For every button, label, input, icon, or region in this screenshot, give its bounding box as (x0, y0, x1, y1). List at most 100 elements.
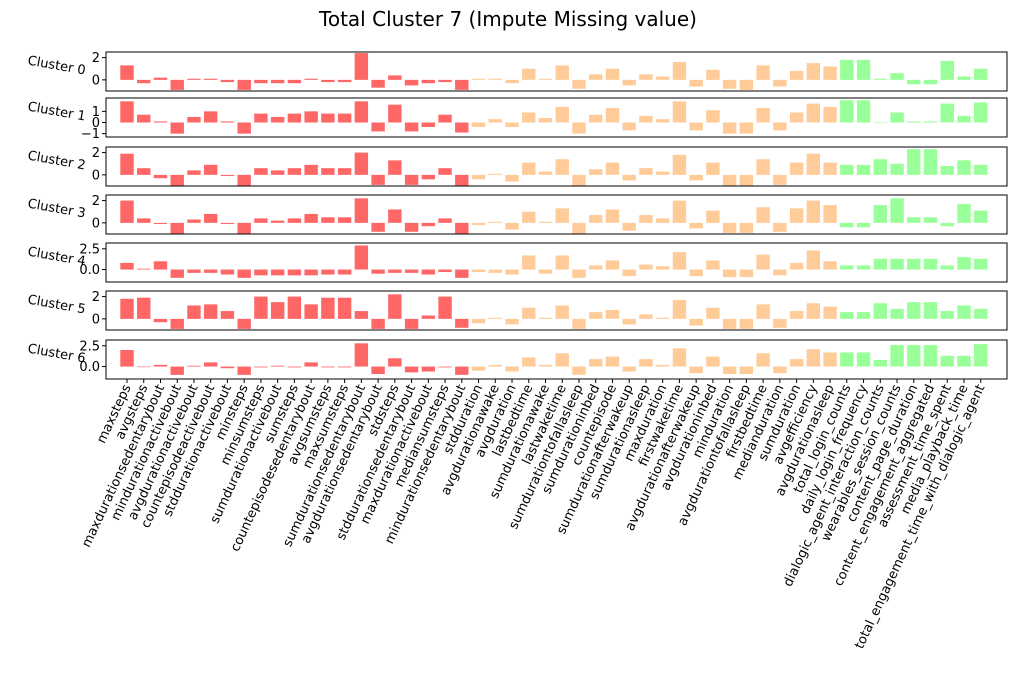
cluster-label: Cluster 6 (26, 342, 86, 367)
bar-avgduration (505, 79, 519, 84)
subplot-frame (105, 290, 1008, 331)
bar-avgdurationactivebout (187, 219, 201, 223)
bar-avgsumsteps (321, 79, 335, 83)
bar-total-engagement-time-with-dialogic-agent (974, 258, 988, 270)
bar-stddurationactivebout (220, 121, 235, 123)
bar-maxdurationsedentarybout (153, 222, 168, 224)
bar-dialogic-agent-interaction-counts (873, 78, 887, 80)
bar-avgefficiency (806, 250, 821, 270)
y-tick-label: −1 (81, 127, 100, 142)
bar-lastbedtime (522, 307, 536, 319)
bar-mindurationsedentarybout (455, 122, 469, 133)
bar-daily-login-frequency (856, 312, 871, 319)
bar-sumdurationtofallasleep (572, 318, 586, 329)
bar-maxdurationsedentarybout (153, 364, 168, 367)
bar-minsteps (237, 269, 251, 278)
bar-avgdurationactivebout (187, 116, 201, 123)
bar-sumdurationinbed (589, 169, 603, 175)
bar-avgdurationsedentarybout (371, 269, 385, 274)
bar-stdsteps (388, 75, 402, 80)
cluster-label: Cluster 2 (26, 149, 86, 174)
bar-avgdurationtofallasleep (739, 122, 754, 134)
bar-firstwaketime (672, 101, 687, 123)
bar-total-login-counts (840, 265, 854, 270)
bar-sumsteps (287, 366, 302, 368)
bar-mindurationactivebout (170, 79, 184, 90)
bar-daily-login-frequency (856, 222, 871, 228)
bar-dialogic-agent-interaction-counts (873, 122, 887, 124)
bar-maxduration (655, 76, 670, 80)
bar-minsteps (237, 366, 251, 375)
bar-content-page-duration (907, 79, 921, 85)
subplot-frame (105, 339, 1008, 380)
bar-avgefficiency (806, 200, 821, 223)
bar-sumdurationsedentarybout (354, 101, 369, 123)
bar-sumdurationafterwakeup (622, 79, 636, 86)
bar-lastwaketime (555, 106, 569, 123)
bar-avgdurationawake (488, 173, 502, 175)
bar-firstbedtime (756, 304, 770, 319)
bar-stddurationactivebout (220, 79, 235, 83)
bar-avgefficiency (806, 153, 821, 175)
bar-minduration (722, 174, 737, 186)
bar-mindurationsedentarybout (455, 79, 469, 90)
bar-maxdurationactivebout (421, 174, 436, 180)
bar-content-page-duration (907, 217, 921, 223)
bar-avgduration (505, 174, 519, 182)
bar-avgdurationinbed (706, 356, 720, 367)
bar-maxsteps (120, 101, 134, 123)
bar-sumdurationtofallasleep (572, 222, 586, 234)
bar-assessment-time-spent (940, 165, 954, 175)
bar-sumdurationasleep (639, 74, 653, 80)
bar-countepisodesedentarybout (304, 164, 318, 175)
subplot-frame (105, 97, 1008, 138)
bar-sumsteps (287, 168, 302, 175)
bar-stdduration (471, 318, 486, 324)
bar-stdduration (471, 366, 486, 371)
bar-countepisodesedentarybout (304, 213, 318, 223)
bar-stddurationsedentarybout (404, 222, 419, 232)
bar-mindurationsedentarybout (455, 318, 469, 328)
bar-mindurationactivebout (170, 269, 184, 278)
bar-firstwaketime (672, 348, 687, 367)
bar-sumdurationawake (538, 221, 553, 223)
bar-stddurationsedentarybout (404, 366, 419, 373)
bar-sumdurationinbed (589, 215, 603, 223)
subplot-cluster-2: 2 0 Cluster 2 (26, 146, 1008, 187)
bar-content-engagement-aggregated (923, 258, 938, 270)
bar-stdsteps (388, 358, 402, 367)
bar-firstbedtime (756, 254, 770, 270)
bar-lastwaketime (555, 255, 569, 270)
bar-countepisodesedentarybout (304, 111, 318, 123)
bar-minsteps (237, 318, 251, 329)
bar-mediansumsteps (438, 366, 452, 368)
bar-dialogic-agent-interaction-counts (873, 159, 887, 175)
bar-maxduration (655, 119, 670, 123)
bar-sumduration (789, 162, 804, 175)
bar-countepisode (605, 356, 620, 367)
bar-avgdurationasleep (823, 205, 837, 223)
y-tick-label: 2 (92, 51, 100, 66)
bar-sumduration (789, 359, 804, 367)
bar-sumdurationafterwakeup (622, 269, 636, 277)
bar-mindurationactivebout (170, 122, 184, 134)
bar-total-engagement-time-with-dialogic-agent (974, 164, 988, 175)
bar-minduration (722, 269, 737, 278)
y-tick-label: 2 (92, 194, 100, 209)
bar-avgdurationafterwakeup (689, 122, 703, 131)
bar-minduration (722, 366, 737, 375)
bar-sumdurationasleep (639, 168, 653, 175)
bar-sumdurationtofallasleep (572, 269, 586, 278)
bar-avgdurationawake (488, 364, 502, 367)
bar-minduration (722, 79, 737, 89)
bar-firstwaketime (672, 154, 687, 175)
bar-daily-login-frequency (856, 352, 871, 367)
bar-total-login-counts (840, 352, 854, 367)
bar-maxsumsteps (337, 297, 352, 319)
bar-total-login-counts (840, 100, 854, 123)
bar-avgdurationtofallasleep (739, 79, 754, 90)
bar-lastwaketime (555, 208, 569, 223)
bar-firstwaketime (672, 252, 687, 270)
bar-avgdurationawake (488, 221, 502, 223)
bar-content-engagement-aggregated (923, 217, 938, 223)
